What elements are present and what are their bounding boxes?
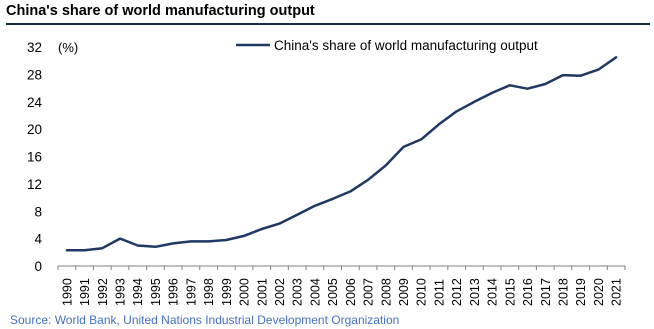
x-tick-label: 2007 bbox=[362, 278, 376, 306]
x-tick-label: 1998 bbox=[202, 278, 216, 306]
chart-title: China's share of world manufacturing out… bbox=[6, 3, 315, 19]
x-tick-label: 2002 bbox=[273, 278, 287, 306]
y-tick-label: 16 bbox=[27, 150, 42, 165]
x-tick-label: 2004 bbox=[308, 278, 322, 306]
x-tick-label: 1996 bbox=[167, 278, 181, 306]
x-tick-label: 2001 bbox=[255, 278, 269, 306]
line-chart: (%) China's share of world manufacturing… bbox=[27, 38, 626, 306]
x-tick-label: 2008 bbox=[379, 278, 393, 306]
x-tick-label: 1997 bbox=[184, 278, 198, 306]
x-tick-label: 2005 bbox=[326, 278, 340, 306]
x-tick-label: 2011 bbox=[432, 279, 446, 306]
x-tick-label: 2016 bbox=[521, 278, 535, 306]
x-tick-label: 1994 bbox=[131, 278, 145, 306]
x-axis: 1990 1991 1992 1993 1994 1995 1996 1997 1998 1999… bbox=[57, 266, 626, 306]
x-tick-label: 2003 bbox=[291, 278, 305, 306]
x-tick-label: 1999 bbox=[220, 278, 234, 306]
x-tick-label: 2018 bbox=[556, 278, 570, 306]
y-tick-label: 28 bbox=[27, 67, 42, 82]
x-tick-label: 2021 bbox=[610, 278, 624, 306]
y-tick-label: 0 bbox=[34, 259, 42, 274]
x-tick-label: 2013 bbox=[468, 278, 482, 306]
x-tick-label: 1993 bbox=[114, 278, 128, 306]
x-tick-label: 2006 bbox=[344, 278, 358, 306]
x-tick-label: 2014 bbox=[486, 278, 500, 306]
x-tick-label: 1992 bbox=[96, 278, 110, 306]
source-note: Source: World Bank, United Nations Indus… bbox=[10, 313, 400, 327]
x-tick-label: 2017 bbox=[539, 278, 553, 306]
x-tick-label: 2019 bbox=[574, 278, 588, 306]
x-tick-label: 2010 bbox=[415, 278, 429, 306]
x-tick-label: 2015 bbox=[503, 278, 517, 306]
title-underline bbox=[6, 23, 650, 25]
x-tick-label: 2020 bbox=[592, 278, 606, 306]
x-tick-label: 2000 bbox=[238, 278, 252, 306]
series-line bbox=[65, 56, 618, 252]
x-tick-label: 2012 bbox=[450, 278, 464, 306]
y-tick-label: 24 bbox=[27, 95, 43, 110]
y-tick-label: 8 bbox=[34, 204, 42, 219]
x-tick-label: 1995 bbox=[149, 278, 163, 306]
legend: China's share of world manufacturing out… bbox=[236, 38, 538, 53]
x-tick-label: 1991 bbox=[78, 278, 92, 306]
y-tick-label: 32 bbox=[27, 40, 42, 55]
y-tick-label: 20 bbox=[27, 122, 42, 137]
series-group bbox=[65, 56, 618, 252]
y-axis: 0 4 8 12 16 20 24 28 32 bbox=[27, 40, 43, 274]
y-tick-label: 12 bbox=[27, 177, 42, 192]
x-tick-label: 2009 bbox=[397, 278, 411, 306]
x-tick-label: 1990 bbox=[60, 278, 74, 306]
legend-label: China's share of world manufacturing out… bbox=[274, 38, 538, 53]
y-tick-label: 4 bbox=[34, 232, 42, 247]
y-unit-label: (%) bbox=[58, 40, 78, 55]
